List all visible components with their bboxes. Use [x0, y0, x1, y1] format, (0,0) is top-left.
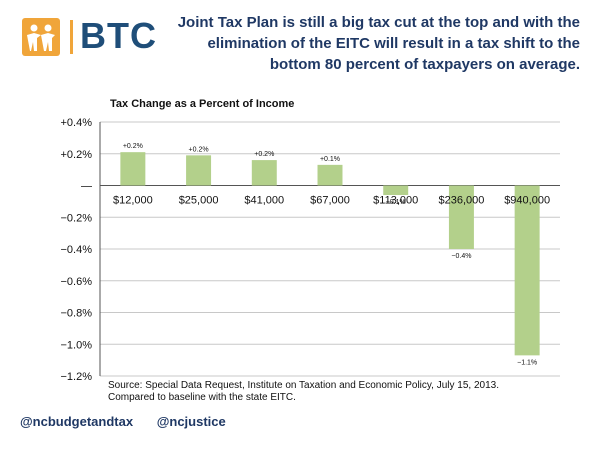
bar — [383, 185, 409, 196]
twitter-handle-ncbudgetandtax[interactable]: @ncbudgetandtax — [20, 414, 134, 429]
y-tick-label: −0.4% — [61, 244, 93, 256]
x-tick-label: $12,000 — [113, 195, 153, 207]
x-tick-label: $25,000 — [179, 195, 219, 207]
x-tick-label: $940,000 — [504, 195, 550, 207]
data-label: +0.2% — [254, 151, 274, 158]
logo-separator — [70, 20, 73, 54]
x-tick-label: $113,000 — [373, 195, 418, 207]
source-note: Source: Special Data Request, Institute … — [108, 380, 499, 403]
footer-handles: @ncbudgetandtax @ncjustice — [20, 414, 246, 429]
chart-title: Tax Change as a Percent of Income — [110, 98, 295, 110]
bar — [317, 164, 343, 186]
data-label: −0.1% — [386, 199, 406, 206]
bar — [186, 155, 212, 186]
y-tick-label: −0.2% — [61, 212, 93, 224]
bar — [120, 152, 146, 186]
y-tick-label: +0.4% — [61, 117, 93, 129]
y-tick-label: −0.8% — [61, 308, 93, 320]
data-label: −1.1% — [517, 359, 537, 366]
logo-text: BTC — [80, 15, 157, 56]
y-tick-label: −1.0% — [61, 339, 93, 351]
data-label: +0.1% — [320, 156, 340, 163]
headline: Joint Tax Plan is still a big tax cut at… — [177, 14, 580, 73]
y-tick-label: −1.2% — [61, 371, 93, 383]
x-tick-label: $67,000 — [310, 195, 350, 207]
btc-logo: BTC — [14, 12, 156, 62]
bar — [448, 185, 474, 249]
x-tick-label: $41,000 — [244, 195, 284, 207]
people-icon — [22, 18, 60, 56]
twitter-handle-ncjustice[interactable]: @ncjustice — [156, 414, 226, 429]
data-label: +0.2% — [123, 143, 143, 150]
y-tick-label: +0.2% — [61, 149, 93, 161]
data-label: +0.2% — [189, 146, 209, 153]
y-tick-label: −0.6% — [61, 276, 93, 288]
y-tick-label: — — [81, 181, 92, 193]
bar — [514, 185, 540, 356]
data-label: −0.4% — [451, 253, 471, 260]
x-tick-label: $236,000 — [438, 195, 484, 207]
bar — [251, 160, 277, 186]
